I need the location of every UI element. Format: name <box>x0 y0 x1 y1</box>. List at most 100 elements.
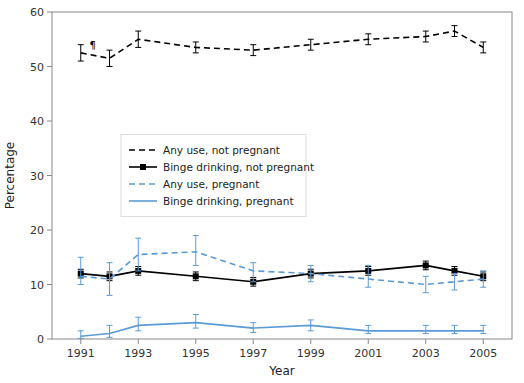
x-tick-label: 2001 <box>354 347 382 360</box>
error-bar-cap <box>250 322 256 323</box>
error-bar <box>78 331 84 339</box>
series <box>78 235 487 295</box>
series <box>78 314 487 338</box>
error-bar-cap <box>107 262 113 263</box>
y-tick-label: 60 <box>30 6 44 19</box>
error-bar-stem <box>109 325 110 337</box>
marker <box>423 262 429 268</box>
x-tick-label: 1993 <box>124 347 152 360</box>
error-bar-stem <box>454 274 455 290</box>
error-bar-cap <box>193 41 199 42</box>
y-tick <box>47 230 52 231</box>
x-tick-label: 2005 <box>469 347 497 360</box>
legend-marker <box>140 164 146 170</box>
x-tick-label: 1995 <box>182 347 210 360</box>
y-tick <box>47 284 52 285</box>
x-tick-label: 2003 <box>412 347 440 360</box>
error-bar-cap <box>250 286 256 287</box>
error-bar-cap <box>135 317 141 318</box>
error-bar-cap <box>480 333 486 334</box>
error-bar-stem <box>195 235 196 265</box>
error-bar-stem <box>253 263 254 282</box>
error-bar-cap <box>193 280 199 281</box>
error-bar-cap <box>135 270 141 271</box>
error-bar-cap <box>308 50 314 51</box>
error-bar-stem <box>80 331 81 339</box>
error-bar-cap <box>365 325 371 326</box>
plot-area <box>78 26 487 339</box>
error-bar-cap <box>365 44 371 45</box>
error-bar-cap <box>193 235 199 236</box>
error-bar-cap <box>365 287 371 288</box>
legend-label: Any use, pregnant <box>163 178 259 190</box>
error-bar-cap <box>78 44 84 45</box>
series-line <box>81 252 484 285</box>
x-tick <box>138 339 139 344</box>
error-bar-cap <box>423 31 429 32</box>
legend-label: Any use, not pregnant <box>163 144 280 156</box>
error-bar-cap <box>365 33 371 34</box>
error-bar-cap <box>452 266 458 267</box>
y-tick-label: 40 <box>30 115 44 128</box>
y-tick-label: 10 <box>30 279 44 292</box>
error-bar-cap <box>250 281 256 282</box>
error-bar-cap <box>78 330 84 331</box>
error-bar-stem <box>454 325 455 333</box>
x-tick-label: 1999 <box>297 347 325 360</box>
error-bar <box>193 272 199 281</box>
error-bar <box>250 263 256 282</box>
error-bar-cap <box>193 265 199 266</box>
error-bar-stem <box>109 50 110 66</box>
error-bar <box>135 317 141 331</box>
error-bar-stem <box>368 265 369 287</box>
plot-frame <box>52 12 512 339</box>
error-bar <box>365 325 371 333</box>
error-bar-stem <box>195 314 196 328</box>
error-bar <box>365 265 371 287</box>
y-tick <box>47 12 52 13</box>
y-tick-label: 0 <box>37 333 44 346</box>
legend-label: Binge drinking, pregnant <box>163 195 294 207</box>
error-bar <box>107 263 113 296</box>
error-bar-cap <box>250 55 256 56</box>
y-axis-label: Percentage <box>3 142 17 210</box>
error-bar-stem <box>138 317 139 331</box>
error-bar-cap <box>78 61 84 62</box>
series-line <box>81 323 484 337</box>
x-tick <box>253 339 254 344</box>
error-bar-cap <box>107 295 113 296</box>
error-bar-cap <box>423 261 429 262</box>
x-tick <box>310 339 311 344</box>
error-bar-cap <box>135 31 141 32</box>
error-bar <box>107 50 113 66</box>
y-tick-label: 20 <box>30 224 44 237</box>
error-bar <box>452 267 458 276</box>
error-bar <box>423 261 429 270</box>
error-bar-cap <box>308 330 314 331</box>
error-bar-stem <box>483 325 484 333</box>
error-bar-cap <box>193 314 199 315</box>
error-bar-cap <box>193 328 199 329</box>
y-tick <box>47 121 52 122</box>
error-bar <box>78 257 84 284</box>
y-tick-label: 50 <box>30 61 44 74</box>
error-bar-cap <box>452 36 458 37</box>
error-bar-cap <box>452 289 458 290</box>
error-bar-cap <box>423 276 429 277</box>
error-bar-cap <box>107 325 113 326</box>
error-bar-cap <box>480 325 486 326</box>
error-bar-cap <box>135 330 141 331</box>
error-bar-stem <box>138 238 139 271</box>
legend-label: Binge drinking, not pregnant <box>163 161 314 173</box>
error-bar <box>193 235 199 265</box>
x-tick-label: 1991 <box>67 347 95 360</box>
error-bar-cap <box>250 332 256 333</box>
legend-box <box>121 135 306 217</box>
error-bar-cap <box>452 273 458 274</box>
legend: Any use, not pregnant Binge drinking, not… <box>121 135 314 217</box>
error-bar-cap <box>423 41 429 42</box>
error-bar-cap <box>452 325 458 326</box>
x-axis-label: Year <box>268 364 294 378</box>
error-bar-stem <box>368 325 369 333</box>
error-bar-stem <box>425 276 426 292</box>
